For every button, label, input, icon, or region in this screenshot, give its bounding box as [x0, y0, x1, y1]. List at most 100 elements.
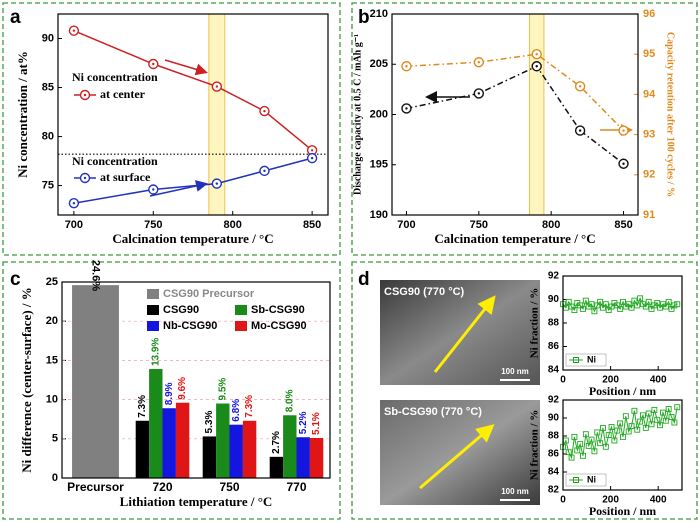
y-tick-label: 85	[42, 81, 54, 93]
marker	[580, 452, 586, 459]
marker	[602, 301, 609, 308]
y-tick-label: 92	[548, 395, 560, 406]
bar	[269, 456, 284, 478]
y-tick-label: 86	[548, 341, 560, 352]
marker	[657, 422, 664, 429]
arrow	[164, 59, 208, 76]
panel-frame	[351, 2, 698, 256]
value-label: 8.0%	[284, 389, 295, 412]
marker-dot	[263, 109, 266, 113]
y-tick-label: 200	[370, 108, 388, 120]
plot-frame	[562, 399, 683, 491]
marker	[628, 423, 635, 430]
legend-label: Ni	[587, 354, 596, 364]
y-tick-label: 205	[370, 58, 388, 70]
value-label: 9.5%	[217, 378, 228, 401]
marker	[588, 301, 595, 308]
bar	[283, 415, 297, 478]
marker-dot	[535, 53, 538, 56]
y2-tick-label: 94	[643, 88, 656, 100]
y-tick-label: 20	[46, 315, 58, 327]
y-tick-label: 92	[548, 271, 560, 282]
bar	[149, 369, 163, 478]
series-line	[406, 65, 624, 165]
marker	[608, 424, 615, 430]
marker-dot	[72, 202, 76, 205]
value-label: 5.3%	[204, 411, 215, 434]
value-label: 7.3%	[137, 395, 148, 418]
y-axis-label: Ni concentration / at%	[15, 51, 30, 178]
y-tick-label: 5	[52, 433, 58, 445]
marker	[660, 409, 666, 416]
marker	[600, 424, 606, 431]
annotation: at surface	[100, 170, 151, 184]
y2-tick-label: 91	[643, 209, 655, 221]
marker	[602, 443, 609, 450]
value-label: 5.2%	[298, 411, 309, 434]
marker	[674, 301, 681, 308]
marker	[634, 302, 641, 309]
panel-label: b	[358, 7, 370, 28]
marker-dot	[477, 61, 481, 64]
x-tick-label: 800	[542, 219, 560, 231]
marker	[617, 420, 624, 427]
panel-label: a	[10, 7, 21, 28]
y-tick-label: 190	[370, 209, 388, 221]
value-label: 13.9%	[150, 338, 161, 366]
image-label: Sb-CSG90 (770 °C)	[384, 406, 482, 418]
series-line	[406, 53, 625, 132]
panel-frame	[2, 261, 341, 520]
bar	[162, 408, 176, 478]
arrow	[433, 295, 496, 373]
annotation: Ni concentration	[72, 154, 158, 168]
marker	[571, 433, 578, 440]
marker-dot	[535, 65, 538, 68]
legend-swatch	[147, 321, 159, 331]
marker	[662, 417, 669, 424]
marker	[588, 436, 595, 443]
marker-dot	[152, 188, 155, 191]
tem-image	[380, 280, 540, 385]
series-line	[562, 407, 678, 460]
y-tick-label: 10	[46, 394, 58, 406]
y-axis-label: Ni fraction / %	[529, 410, 541, 481]
x-tick-label: 850	[614, 219, 632, 231]
plot-frame	[57, 13, 329, 216]
y-tick-label: 86	[548, 449, 560, 460]
value-label: 5.1%	[311, 412, 322, 435]
legend-swatch	[235, 321, 247, 331]
tem-images	[380, 280, 540, 505]
marker	[571, 307, 578, 314]
value-label: 6.8%	[231, 399, 242, 422]
bar	[216, 403, 230, 478]
y-tick-label: 90	[548, 294, 560, 305]
x-axis-label: Calcination temperature / °C	[112, 231, 273, 246]
panel-frame	[2, 2, 341, 256]
legend-marker-dot	[83, 93, 87, 97]
highlight	[528, 13, 545, 216]
marker	[631, 407, 638, 414]
y-tick-label: 25	[46, 276, 58, 288]
marker	[591, 448, 598, 455]
y-axis-label: Discharge capacity at 0.5 C / mAh g⁻¹	[352, 34, 363, 195]
marker	[637, 418, 644, 425]
panel-frame	[351, 261, 698, 520]
marker-dot	[578, 85, 582, 88]
marker	[582, 431, 589, 438]
legend-swatch	[235, 305, 247, 315]
marker-dot	[622, 162, 625, 165]
marker	[665, 298, 672, 305]
annotation: Ni concentration	[72, 70, 158, 84]
marker-dot	[405, 65, 408, 68]
x-tick-label: 0	[560, 375, 566, 386]
marker-dot	[215, 182, 219, 185]
x-tick-label: 850	[303, 219, 321, 231]
plot-frame	[562, 275, 683, 371]
bar	[242, 420, 257, 478]
bar	[135, 420, 150, 478]
marker	[580, 305, 586, 312]
y-axis-label: Ni fraction / %	[529, 288, 541, 359]
bar	[309, 438, 324, 478]
legend-label: Sb-CSG90	[251, 304, 305, 316]
